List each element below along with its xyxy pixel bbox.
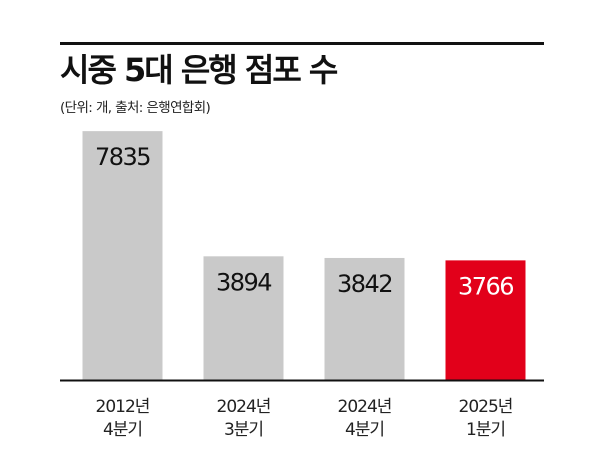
category-label-4-line-2: 1분기 <box>466 420 505 440</box>
value-label-2: 3894 <box>216 268 271 296</box>
top-rule <box>60 42 544 45</box>
category-label-2-line-1: 2024년 <box>217 397 271 417</box>
chart-title: 시중 5대 은행 점포 수 <box>60 51 338 89</box>
category-label-3-line-2: 4분기 <box>345 420 384 440</box>
chart-subtitle: (단위: 개, 출처: 은행연합회) <box>60 100 211 116</box>
category-label-2-line-2: 3분기 <box>224 420 263 440</box>
category-label-4-line-1: 2025년 <box>459 397 513 417</box>
category-label-1-line-2: 4분기 <box>103 420 142 440</box>
category-label-1-line-1: 2012년 <box>96 397 150 417</box>
value-label-3: 3842 <box>337 270 392 298</box>
bar-2 <box>203 256 284 380</box>
value-label-4: 3766 <box>458 272 513 300</box>
value-label-1: 7835 <box>95 143 150 171</box>
bar-1 <box>82 131 163 380</box>
bar-4 <box>445 260 526 380</box>
bar-3 <box>324 257 405 380</box>
category-label-3-line-1: 2024년 <box>338 397 392 417</box>
